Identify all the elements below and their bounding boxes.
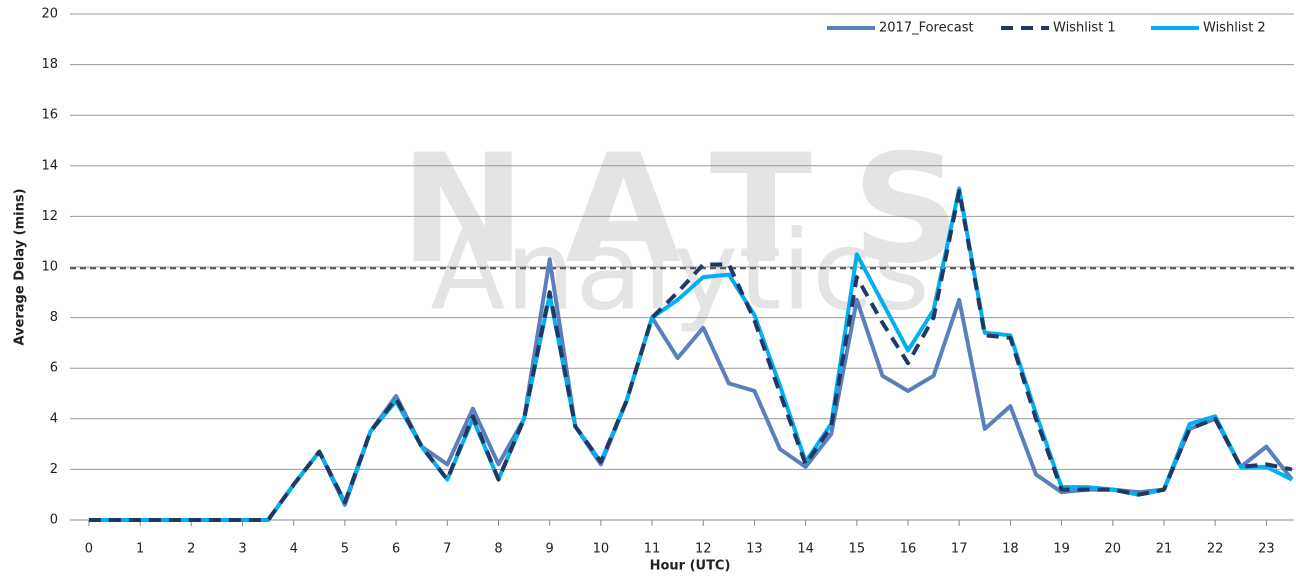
- y-tick-label: 4: [50, 411, 58, 426]
- y-tick-label: 10: [41, 260, 58, 275]
- x-tick-label: 20: [1105, 542, 1122, 557]
- y-tick-label: 18: [41, 57, 58, 72]
- x-tick-label: 16: [900, 542, 917, 557]
- x-tick-label: 2: [187, 542, 195, 557]
- series-line: [88, 186, 1293, 522]
- x-tick-label: 5: [341, 542, 349, 557]
- y-tick-label: 16: [41, 108, 58, 123]
- y-tick-label: 6: [50, 361, 58, 376]
- x-tick-label: 11: [644, 542, 661, 557]
- y-tick-label: 0: [50, 513, 58, 528]
- y-tick-label: 12: [41, 209, 58, 224]
- y-axis-label: Average Delay (mins): [13, 188, 28, 345]
- x-tick-label: 1: [136, 542, 144, 557]
- x-tick-label: 3: [238, 542, 246, 557]
- x-tick-label: 0: [85, 542, 93, 557]
- x-tick-label: 17: [951, 542, 968, 557]
- y-tick-label: 8: [50, 310, 58, 325]
- x-tick-label: 13: [746, 542, 763, 557]
- x-tick-label: 7: [443, 542, 451, 557]
- y-tick-label: 2: [50, 462, 58, 477]
- x-tick-label: 21: [1156, 542, 1173, 557]
- x-tick-label: 19: [1053, 542, 1070, 557]
- x-tick-label: 10: [593, 542, 610, 557]
- x-tick-label: 12: [695, 542, 712, 557]
- y-tick-label: 14: [41, 158, 58, 173]
- x-tick-label: 15: [849, 542, 866, 557]
- x-axis-label: Hour (UTC): [650, 559, 731, 574]
- legend-label: Wishlist 1: [1053, 21, 1116, 36]
- legend-label: Wishlist 2: [1203, 21, 1266, 36]
- x-tick-label: 4: [290, 542, 298, 557]
- legend-label: 2017_Forecast: [879, 21, 974, 36]
- x-tick-label: 9: [546, 542, 554, 557]
- x-tick-label: 6: [392, 542, 400, 557]
- x-tick-label: 23: [1258, 542, 1275, 557]
- x-tick-label: 14: [797, 542, 814, 557]
- x-tick-label: 18: [1002, 542, 1019, 557]
- x-tick-label: 8: [494, 542, 502, 557]
- x-tick-label: 22: [1207, 542, 1224, 557]
- y-tick-label: 20: [41, 7, 58, 22]
